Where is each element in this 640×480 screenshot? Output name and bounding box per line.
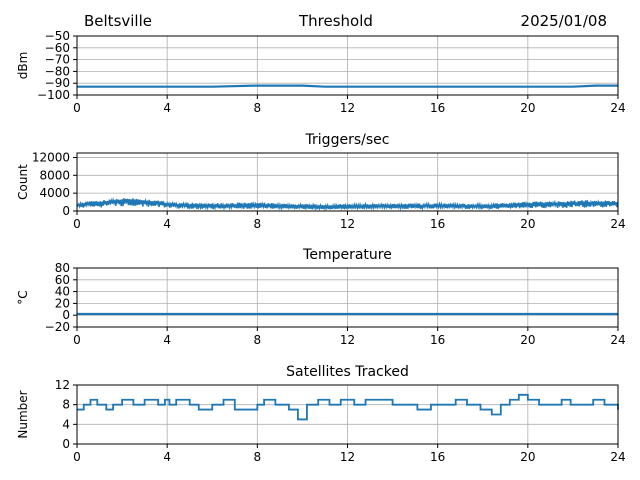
triggers-xtick-label: 0 [73,217,81,231]
temperature-ytick-label: 40 [55,285,70,299]
triggers-title: Triggers/sec [305,132,390,148]
triggers-ytick-label: 4000 [39,186,70,200]
triggers-ylabel: Count [16,164,30,200]
threshold-xtick-label: 4 [163,101,171,115]
triggers-xtick-label: 12 [340,217,355,231]
threshold-ytick-label: −100 [37,88,70,102]
threshold-xtick-label: 20 [520,101,535,115]
temperature-xtick-label: 4 [163,333,171,347]
temperature-xtick-label: 20 [520,333,535,347]
temperature-xtick-label: 0 [73,333,81,347]
triggers-xtick-label: 24 [610,217,625,231]
threshold-chart: 0 4 8 12 16 20 24 −100−90−80−70−60−50 dBm [16,29,626,115]
temperature-ytick-label: 20 [55,296,70,310]
satellites-ytick-label: 12 [55,378,70,392]
temperature-ytick-label: 0 [62,308,70,322]
satellites-xtick-label: 8 [254,450,262,464]
satellites-ytick-label: 8 [62,398,70,412]
temperature-ytick-label: 60 [55,273,70,287]
triggers-xtick-label: 4 [163,217,171,231]
triggers-xtick-label: 8 [254,217,262,231]
temperature-ylabel: °C [16,290,30,304]
threshold-xtick-label: 16 [430,101,445,115]
threshold-xtick-label: 8 [254,101,262,115]
temperature-xtick-label: 24 [610,333,625,347]
temperature-ytick-label: −20 [45,320,70,334]
threshold-xtick-label: 0 [73,101,81,115]
triggers-ytick-label: 8000 [39,168,70,182]
triggers-ytick-label: 12000 [32,150,70,164]
threshold-ytick-label: −50 [45,29,70,43]
satellites-ytick-label: 4 [62,417,70,431]
triggers-ytick-label: 0 [62,204,70,218]
satellites-xtick-label: 24 [610,450,625,464]
temperature-xtick-label: 12 [340,333,355,347]
triggers-xtick-label: 20 [520,217,535,231]
temperature-title: Temperature [302,247,392,263]
temperature-xtick-label: 16 [430,333,445,347]
triggers-series-line [76,197,619,212]
temperature-xtick-label: 8 [254,333,262,347]
satellites-ylabel: Number [16,390,30,438]
threshold-ylabel: dBm [16,52,30,80]
satellites-xtick-label: 20 [520,450,535,464]
triggers-xtick-label: 16 [430,217,445,231]
date-label: 2025/01/08 [520,12,607,30]
satellites-xtick-label: 12 [340,450,355,464]
satellites-chart: 0 4 8 12 16 20 24 0 4 8 12 Number Satellites Tracked [16,364,626,464]
satellites-ytick-label: 0 [62,437,70,451]
station-name: Beltsville [84,12,152,30]
threshold-ytick-label: −70 [45,53,70,67]
satellites-xtick-label: 4 [163,450,171,464]
threshold-ytick-label: −80 [45,64,70,78]
threshold-xtick-label: 24 [610,101,625,115]
satellites-series-line [77,393,619,421]
threshold-ytick-label: −90 [45,76,70,90]
satellites-title: Satellites Tracked [286,364,409,380]
satellites-xtick-label: 0 [73,450,81,464]
threshold-series-line [77,84,618,88]
threshold-ytick-label: −60 [45,41,70,55]
threshold-title: Threshold [299,12,373,30]
temperature-ytick-label: 80 [55,261,70,275]
threshold-xtick-label: 12 [340,101,355,115]
satellites-xtick-label: 16 [430,450,445,464]
